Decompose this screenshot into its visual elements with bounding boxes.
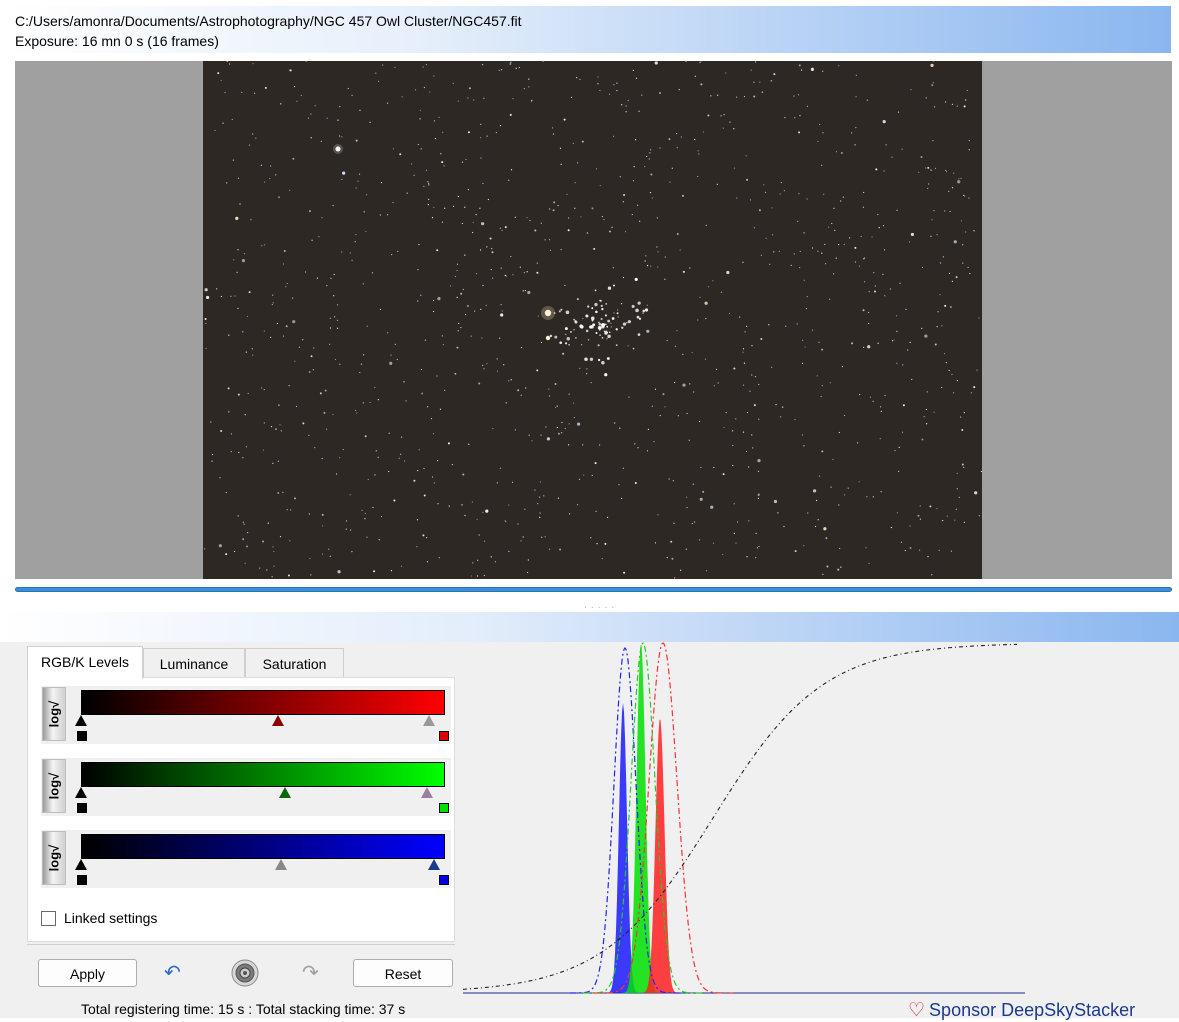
- histogram-chart: [462, 642, 1025, 1001]
- blue-black-point-handle[interactable]: [75, 859, 87, 870]
- green-midtone-handle[interactable]: [278, 787, 291, 798]
- red-log-toggle[interactable]: log√: [42, 687, 66, 741]
- green-white-swatch: [439, 803, 449, 813]
- green-log-toggle[interactable]: log√: [42, 759, 66, 813]
- green-white-point-handle[interactable]: [420, 787, 433, 798]
- blue-log-toggle[interactable]: log√: [42, 831, 66, 885]
- linked-settings[interactable]: Linked settings: [41, 910, 157, 926]
- blue-black-swatch: [77, 875, 87, 885]
- red-black-swatch: [77, 731, 87, 741]
- blue-gradient-bar[interactable]: [81, 834, 445, 859]
- linked-settings-label: Linked settings: [64, 910, 158, 926]
- blue-white-point-handle[interactable]: [428, 859, 441, 870]
- red-white-point-handle[interactable]: [422, 715, 435, 726]
- apply-button[interactable]: Apply: [38, 959, 137, 987]
- file-info-header: C:/Users/amonra/Documents/Astrophotograp…: [8, 6, 1171, 53]
- astro-image[interactable]: [203, 61, 982, 579]
- green-level-row: log√: [41, 758, 451, 816]
- green-black-swatch: [77, 803, 87, 813]
- sponsor-link[interactable]: ♡ Sponsor DeepSkyStacker: [908, 1000, 1136, 1021]
- linked-settings-checkbox[interactable]: [41, 911, 56, 926]
- blue-white-swatch: [439, 875, 449, 885]
- blue-level-row: log√: [41, 830, 451, 888]
- blue-midtone-handle[interactable]: [275, 859, 288, 870]
- exposure-info: Exposure: 16 mn 0 s (16 frames): [15, 33, 219, 49]
- panel-divider: [27, 944, 455, 945]
- tab-rgbk-levels[interactable]: RGB/K Levels: [27, 646, 143, 679]
- green-black-point-handle[interactable]: [75, 787, 87, 798]
- tab-saturation[interactable]: Saturation: [245, 648, 344, 678]
- progress-bar: [15, 587, 1172, 592]
- green-gradient-bar[interactable]: [81, 762, 445, 787]
- reset-button[interactable]: Reset: [353, 959, 453, 987]
- redo-icon[interactable]: ↷: [302, 962, 319, 984]
- red-gradient-bar[interactable]: [81, 690, 445, 715]
- levels-panel: log√ log√ log√ Linked settings: [27, 677, 455, 942]
- red-white-swatch: [439, 731, 449, 741]
- heart-icon: ♡: [908, 1000, 926, 1021]
- settings-icon[interactable]: [231, 959, 259, 991]
- undo-icon[interactable]: ↶: [164, 962, 181, 984]
- splitter-handle[interactable]: · · · · ·: [584, 603, 616, 612]
- tab-luminance[interactable]: Luminance: [143, 648, 245, 678]
- status-text: Total registering time: 15 s : Total sta…: [81, 1001, 406, 1017]
- red-midtone-handle[interactable]: [271, 715, 284, 726]
- section-header-bar: [0, 612, 1179, 642]
- file-path: C:/Users/amonra/Documents/Astrophotograp…: [15, 13, 522, 29]
- image-viewer[interactable]: [15, 61, 1172, 579]
- red-level-row: log√: [41, 686, 451, 744]
- red-black-point-handle[interactable]: [75, 715, 87, 726]
